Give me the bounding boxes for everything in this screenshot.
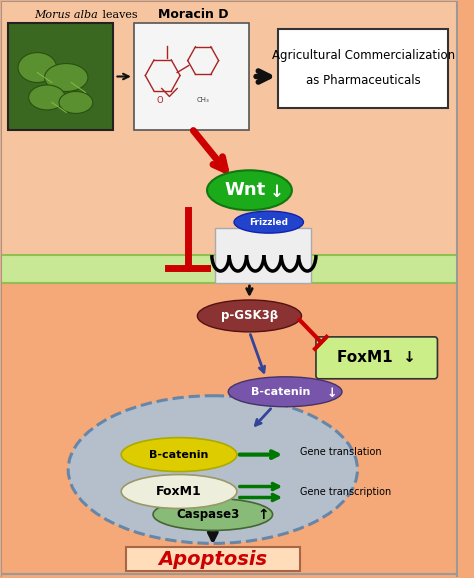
Text: B-catenin: B-catenin (149, 450, 209, 460)
Text: Gene translation: Gene translation (300, 447, 381, 457)
Bar (9, 23, 112, 131)
Ellipse shape (153, 498, 273, 531)
Text: Wnt: Wnt (224, 181, 265, 199)
Ellipse shape (207, 171, 292, 210)
Text: as Pharmaceuticals: as Pharmaceuticals (306, 74, 420, 87)
Ellipse shape (197, 300, 301, 332)
Text: O: O (156, 96, 163, 105)
FancyBboxPatch shape (316, 337, 438, 379)
Ellipse shape (18, 53, 56, 83)
Ellipse shape (234, 211, 303, 233)
Ellipse shape (45, 64, 88, 91)
Text: CH₃: CH₃ (197, 98, 210, 103)
Text: ↓: ↓ (270, 183, 283, 201)
Bar (0, 283, 458, 577)
Text: Moracin D: Moracin D (158, 8, 229, 21)
Ellipse shape (59, 91, 93, 113)
Text: Apoptosis: Apoptosis (158, 550, 267, 569)
Bar (0, 255, 458, 283)
Ellipse shape (228, 377, 342, 407)
Bar (134, 23, 249, 131)
Text: Caspase3: Caspase3 (176, 508, 240, 521)
Text: B-catenin: B-catenin (251, 387, 310, 397)
Text: p-GSK3β: p-GSK3β (221, 309, 278, 323)
Ellipse shape (28, 85, 65, 110)
Text: ↑: ↑ (257, 509, 269, 523)
Text: Frizzled: Frizzled (249, 218, 288, 227)
Bar (215, 228, 311, 283)
Text: Agricultural Commercialization: Agricultural Commercialization (272, 49, 455, 62)
Bar (126, 547, 300, 571)
Ellipse shape (68, 396, 357, 543)
Ellipse shape (121, 438, 237, 472)
Ellipse shape (121, 475, 237, 509)
Bar (0, 1, 458, 295)
Bar (278, 29, 448, 109)
Text: Gene transcription: Gene transcription (300, 487, 391, 497)
Text: FoxM1  ↓: FoxM1 ↓ (337, 350, 416, 365)
Text: leaves: leaves (99, 10, 137, 20)
Text: FoxM1: FoxM1 (156, 485, 202, 498)
Text: Morus alba: Morus alba (35, 10, 98, 20)
Text: ↓: ↓ (326, 387, 337, 400)
